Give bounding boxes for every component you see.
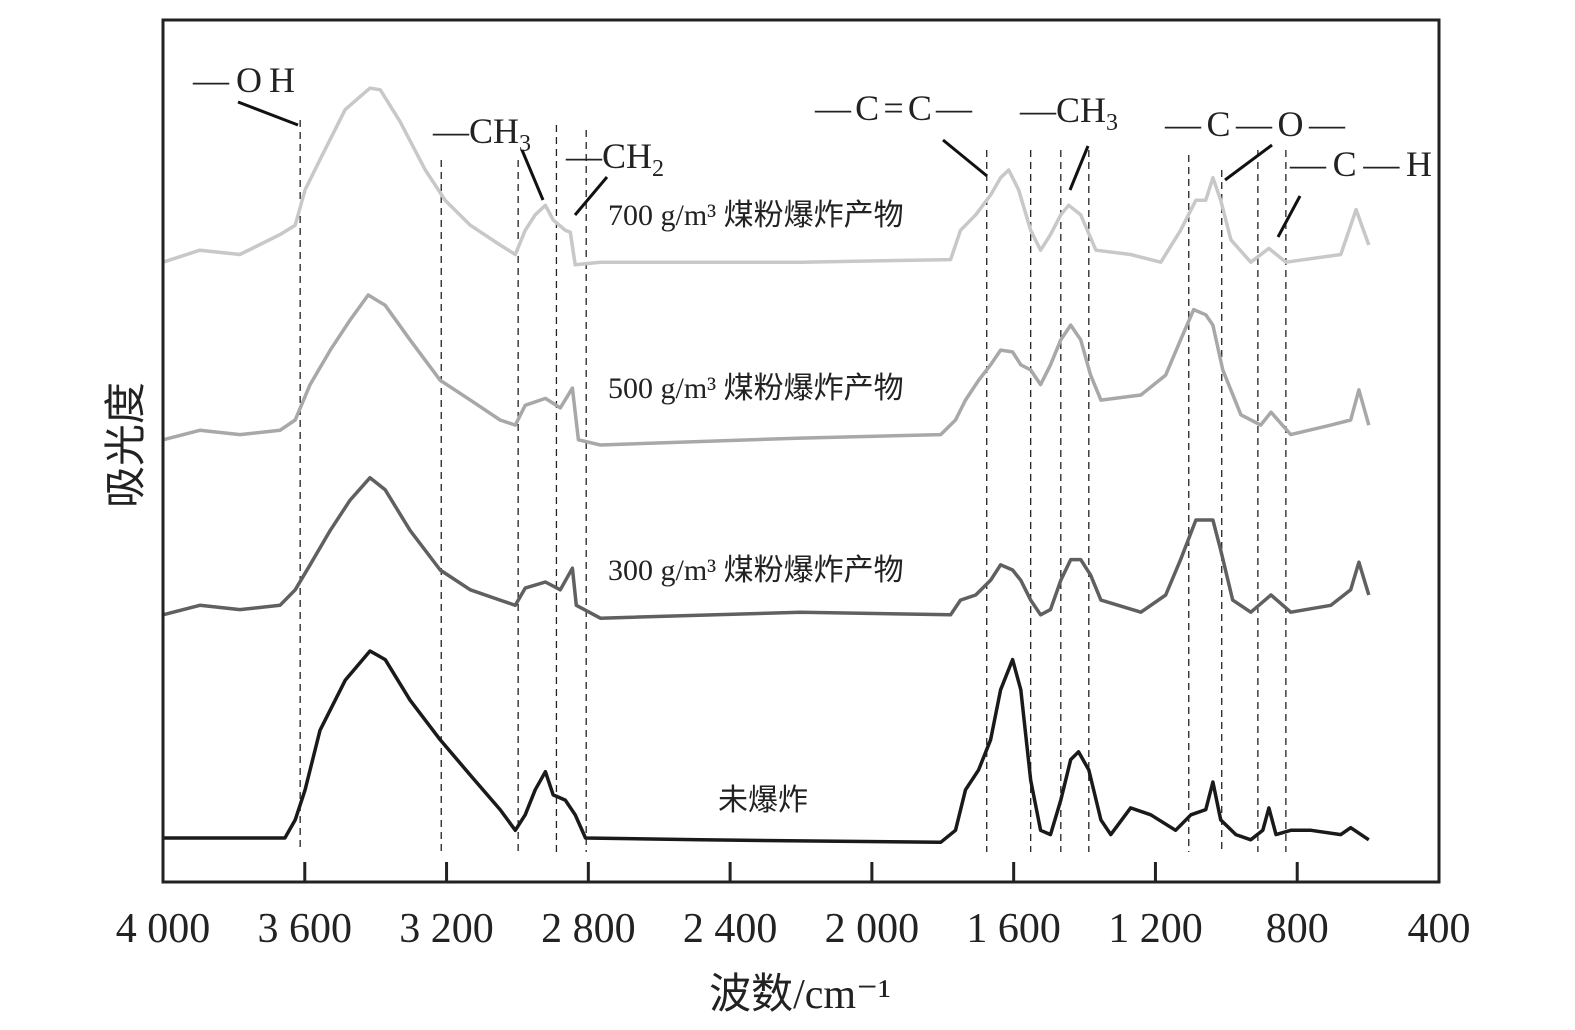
- x-tick-label: 2 400: [683, 906, 778, 952]
- series-label-unexploded: 未爆炸: [718, 784, 808, 817]
- series-label-500: 500 g/m³ 煤粉爆炸产物: [608, 372, 904, 405]
- annotation-c-h: —C—H: [1276, 144, 1432, 238]
- annotation-c-double-c: —C=C—: [814, 88, 988, 178]
- series-line-3: [163, 649, 1370, 845]
- reference-lines: [299, 120, 1287, 852]
- x-tick-label: 1 600: [966, 906, 1061, 952]
- svg-text:—C—H: —C—H: [1289, 144, 1432, 184]
- series-line-0: [162, 86, 1371, 267]
- x-tick-label: 3 200: [399, 906, 494, 952]
- x-tick-label: 3 600: [258, 906, 353, 952]
- plot-frame: [161, 18, 1441, 884]
- svg-text:—OH: —OH: [192, 60, 295, 100]
- x-axis-label: 波数/cm⁻¹: [709, 972, 891, 1018]
- spectra-curves: [162, 86, 1371, 845]
- series-line-2: [162, 475, 1371, 620]
- svg-text:—CH3: —CH3: [432, 111, 531, 157]
- annotation-ch3-left: —CH3: [432, 111, 545, 201]
- annotation-c-o: —C—O—: [1164, 104, 1346, 182]
- x-tick-label: 2 000: [825, 906, 920, 952]
- annotation-ch2: —CH2: [565, 136, 664, 216]
- svg-text:—C=C—: —C=C—: [814, 88, 973, 128]
- svg-text:—CH2: —CH2: [565, 136, 664, 182]
- series-label-300: 300 g/m³ 煤粉爆炸产物: [608, 554, 904, 587]
- annotation-oh: —OH: [192, 60, 299, 127]
- x-tick-label: 800: [1266, 906, 1329, 952]
- x-tick-label: 400: [1408, 906, 1471, 952]
- svg-text:—CH3: —CH3: [1019, 90, 1118, 136]
- series-label-700: 700 g/m³ 煤粉爆炸产物: [608, 199, 904, 232]
- x-tick-label: 2 800: [541, 906, 636, 952]
- y-axis-label: 吸光度: [104, 382, 150, 508]
- series-line-1: [162, 293, 1371, 447]
- svg-text:—C—O—: —C—O—: [1164, 104, 1346, 144]
- x-tick-label: 4 000: [116, 906, 211, 952]
- annotation-ch3-right: —CH3: [1019, 90, 1118, 191]
- x-axis-ticks: 4 000 3 600 3 200 2 800 2 400 2 000 1 600 1 200…: [116, 862, 1471, 952]
- x-tick-label: 1 200: [1108, 906, 1203, 952]
